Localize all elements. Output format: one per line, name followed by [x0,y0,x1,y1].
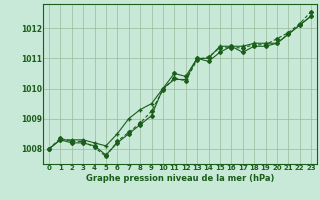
X-axis label: Graphe pression niveau de la mer (hPa): Graphe pression niveau de la mer (hPa) [86,174,274,183]
